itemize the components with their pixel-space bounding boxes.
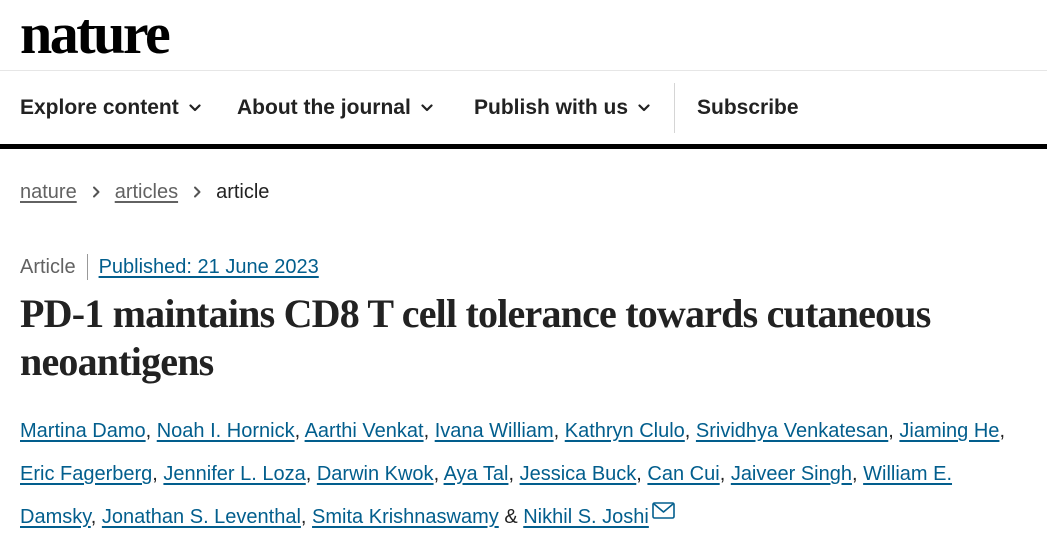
author-link[interactable]: Srividhya Venkatesan (695, 420, 889, 442)
chevron-right-icon (92, 186, 100, 198)
mail-icon[interactable] (652, 502, 675, 519)
author-link[interactable]: Ivana William (434, 420, 554, 442)
article-meta: Article Published: 21 June 2023 (20, 253, 319, 281)
author-link[interactable]: Can Cui (647, 463, 720, 485)
main-nav: Explore content About the journal Publis… (0, 71, 1047, 144)
author-separator: , (553, 420, 560, 442)
author-separator: , (90, 506, 97, 528)
author-link[interactable]: Martina Damo (20, 420, 146, 442)
nav-explore-content[interactable]: Explore content (20, 71, 201, 144)
author-separator: , (294, 420, 301, 442)
author-link[interactable]: Nikhil S. Joshi (523, 506, 649, 528)
author-link[interactable]: Jennifer L. Loza (163, 463, 306, 485)
author-last-joiner: & (504, 506, 518, 528)
author-separator: , (508, 463, 515, 485)
author-separator: , (433, 463, 440, 485)
author-link[interactable]: Jonathan S. Leventhal (101, 506, 301, 528)
author-link[interactable]: Smita Krishnaswamy (312, 506, 499, 528)
author-link[interactable]: Kathryn Clulo (564, 420, 685, 442)
logo-bar: nature (0, 0, 1047, 70)
author-link[interactable]: Noah I. Hornick (156, 420, 295, 442)
author-list: Martina Damo, Noah I. Hornick, Aarthi Ve… (20, 410, 1030, 539)
author-link[interactable]: Jaiveer Singh (730, 463, 852, 485)
author-separator: , (300, 506, 307, 528)
chevron-down-icon (189, 103, 201, 111)
author-separator: , (999, 420, 1005, 442)
author-link[interactable]: Aarthi Venkat (304, 420, 424, 442)
author-separator: , (684, 420, 691, 442)
meta-separator (86, 254, 88, 280)
author-link[interactable]: Darwin Kwok (316, 463, 434, 485)
nav-publish-with-us[interactable]: Publish with us (474, 71, 650, 144)
author-link[interactable]: William E. Damsky (20, 463, 953, 528)
breadcrumb-nature[interactable]: nature (20, 180, 77, 203)
author-separator: , (423, 420, 430, 442)
header-divider (0, 70, 1047, 71)
author-link[interactable]: Jessica Buck (519, 463, 637, 485)
chevron-down-icon (421, 103, 433, 111)
nav-bottom-border (0, 144, 1047, 149)
nav-subscribe[interactable]: Subscribe (697, 71, 799, 144)
author-separator: , (888, 420, 894, 442)
author-separator: , (852, 463, 858, 485)
author-separator: , (145, 420, 152, 442)
nav-about-the-journal[interactable]: About the journal (237, 71, 433, 144)
breadcrumb-current: article (216, 180, 270, 203)
author-separator: , (719, 463, 726, 485)
site-header: nature Explore content About the journal… (0, 0, 1047, 149)
chevron-right-icon (194, 186, 201, 198)
author-link[interactable]: Eric Fagerberg (20, 463, 153, 485)
nav-publish-with-us-label: Publish with us (474, 95, 629, 119)
author-separator: , (636, 463, 642, 485)
article-title: PD-1 maintains CD8 T cell tolerance towa… (20, 291, 931, 384)
author-link[interactable]: Jiaming He (899, 420, 1000, 442)
nav-subscribe-label: Subscribe (697, 95, 799, 119)
breadcrumb-articles[interactable]: articles (114, 180, 179, 203)
author-link[interactable]: Aya Tal (443, 463, 509, 485)
nature-logo[interactable]: nature (20, 1, 171, 66)
published-date-link[interactable]: Published: 21 June 2023 (98, 255, 319, 278)
nav-separator (674, 83, 675, 133)
nav-about-the-journal-label: About the journal (237, 95, 411, 119)
chevron-down-icon (638, 103, 650, 111)
article-type: Article (20, 255, 76, 278)
author-separator: , (305, 463, 312, 485)
nav-explore-content-label: Explore content (20, 95, 179, 119)
breadcrumb: nature articles article (20, 178, 269, 206)
author-separator: , (152, 463, 158, 485)
